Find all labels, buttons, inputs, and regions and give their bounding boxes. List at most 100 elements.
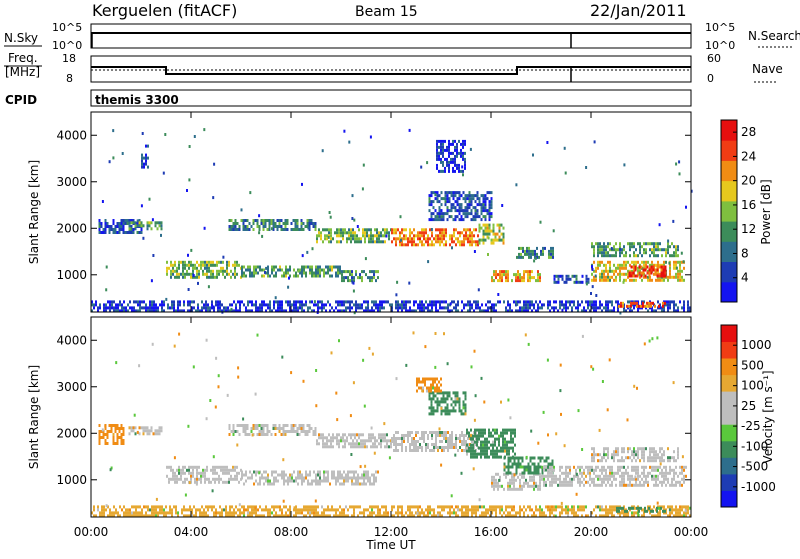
heatmap-cell xyxy=(319,480,321,483)
heatmap-cell xyxy=(505,476,507,479)
heatmap-cell xyxy=(335,508,337,511)
heatmap-cell xyxy=(611,303,613,306)
heatmap-cell xyxy=(307,505,309,508)
heatmap-cell xyxy=(333,477,335,480)
heatmap-cell xyxy=(469,200,471,203)
heatmap-cell xyxy=(573,508,575,511)
heatmap-cell xyxy=(257,225,259,228)
heatmap-cell xyxy=(451,215,453,218)
heatmap-cell xyxy=(359,511,361,514)
heatmap-cell xyxy=(247,424,249,427)
heatmap-cell xyxy=(327,477,329,480)
heatmap-cell xyxy=(497,239,499,242)
heatmap-cell xyxy=(317,474,319,477)
heatmap-cell xyxy=(295,272,297,275)
heatmap-cell xyxy=(351,477,353,480)
heatmap-cell xyxy=(673,303,675,306)
heatmap-cell xyxy=(441,434,443,437)
heatmap-cell xyxy=(188,288,190,291)
heatmap-cell xyxy=(129,511,131,514)
heatmap-cell xyxy=(417,449,419,452)
heatmap-cell xyxy=(501,224,503,227)
heatmap-cell xyxy=(538,463,540,466)
heatmap-cell xyxy=(462,143,464,146)
heatmap-cell xyxy=(269,508,271,511)
heatmap-cell xyxy=(523,300,525,303)
heatmap-cell xyxy=(271,474,273,477)
heatmap-cell xyxy=(325,272,327,275)
heatmap-cell xyxy=(510,472,512,475)
heatmap-cell xyxy=(431,303,433,306)
heatmap-cell xyxy=(471,234,473,237)
heatmap-cell xyxy=(591,245,593,248)
heatmap-cell xyxy=(239,306,241,309)
heatmap-cell xyxy=(457,449,459,452)
heatmap-cell xyxy=(611,254,613,257)
heatmap-cell xyxy=(377,270,379,273)
heatmap-cell xyxy=(201,306,203,309)
heatmap-cell xyxy=(309,483,311,486)
heatmap-cell xyxy=(413,446,415,449)
heatmap-cell xyxy=(452,167,454,170)
heatmap-cell xyxy=(633,469,635,472)
heatmap-cell xyxy=(439,306,441,309)
heatmap-cell xyxy=(470,429,472,432)
heatmap-cell xyxy=(192,475,194,478)
heatmap-cell xyxy=(327,508,329,511)
heatmap-cell xyxy=(574,275,576,278)
heatmap-cell xyxy=(423,234,425,237)
heatmap-cell xyxy=(541,466,543,469)
heatmap-cell xyxy=(659,266,661,269)
heatmap-cell xyxy=(337,272,339,275)
heatmap-cell xyxy=(491,476,493,479)
heatmap-cell xyxy=(149,300,151,303)
heatmap-cell xyxy=(639,272,641,275)
heatmap-cell xyxy=(485,203,487,206)
heatmap-cell xyxy=(445,300,447,303)
heatmap-cell xyxy=(249,433,251,436)
heatmap-cell xyxy=(681,469,683,472)
heatmap-cell xyxy=(463,434,465,437)
heatmap-cell xyxy=(449,511,451,514)
heatmap-cell xyxy=(435,197,437,200)
heatmap-cell xyxy=(295,222,297,225)
heatmap-cell xyxy=(279,269,281,272)
heatmap-cell xyxy=(261,430,263,433)
heatmap-cell xyxy=(201,505,203,508)
heatmap-cell xyxy=(111,511,113,514)
heatmap-cell xyxy=(471,231,473,234)
heatmap-cell xyxy=(493,476,495,479)
nsky-label: N.Sky xyxy=(4,31,38,45)
heatmap-cell xyxy=(527,270,529,273)
heatmap-cell xyxy=(178,276,180,279)
heatmap-cell xyxy=(655,242,657,245)
heatmap-cell xyxy=(279,300,281,303)
heatmap-cell xyxy=(477,194,479,197)
heatmap-cell xyxy=(619,469,621,472)
heatmap-cell xyxy=(564,147,566,150)
heatmap-cell xyxy=(567,475,569,478)
heatmap-cell xyxy=(317,303,319,306)
heatmap-cell xyxy=(509,511,511,514)
heatmap-cell xyxy=(532,154,534,157)
heatmap-cell xyxy=(495,485,497,488)
heatmap-cell xyxy=(223,306,225,309)
heatmap-cell xyxy=(465,440,467,443)
heatmap-cell xyxy=(147,429,149,432)
heatmap-cell xyxy=(370,445,372,448)
heatmap-cell xyxy=(315,511,317,514)
heatmap-cell xyxy=(654,305,656,308)
heatmap-cell xyxy=(470,450,472,453)
heatmap-cell xyxy=(119,505,121,508)
heatmap-cell xyxy=(151,279,153,282)
heatmap-cell xyxy=(363,483,365,486)
heatmap-cell xyxy=(289,269,291,272)
heatmap-cell xyxy=(238,472,240,475)
heatmap-cell xyxy=(421,449,423,452)
heatmap-cell xyxy=(639,245,641,248)
heatmap-cell xyxy=(336,228,338,231)
heatmap-cell xyxy=(480,435,482,438)
heatmap-cell xyxy=(405,243,407,246)
heatmap-cell xyxy=(299,306,301,309)
heatmap-cell xyxy=(183,505,185,508)
